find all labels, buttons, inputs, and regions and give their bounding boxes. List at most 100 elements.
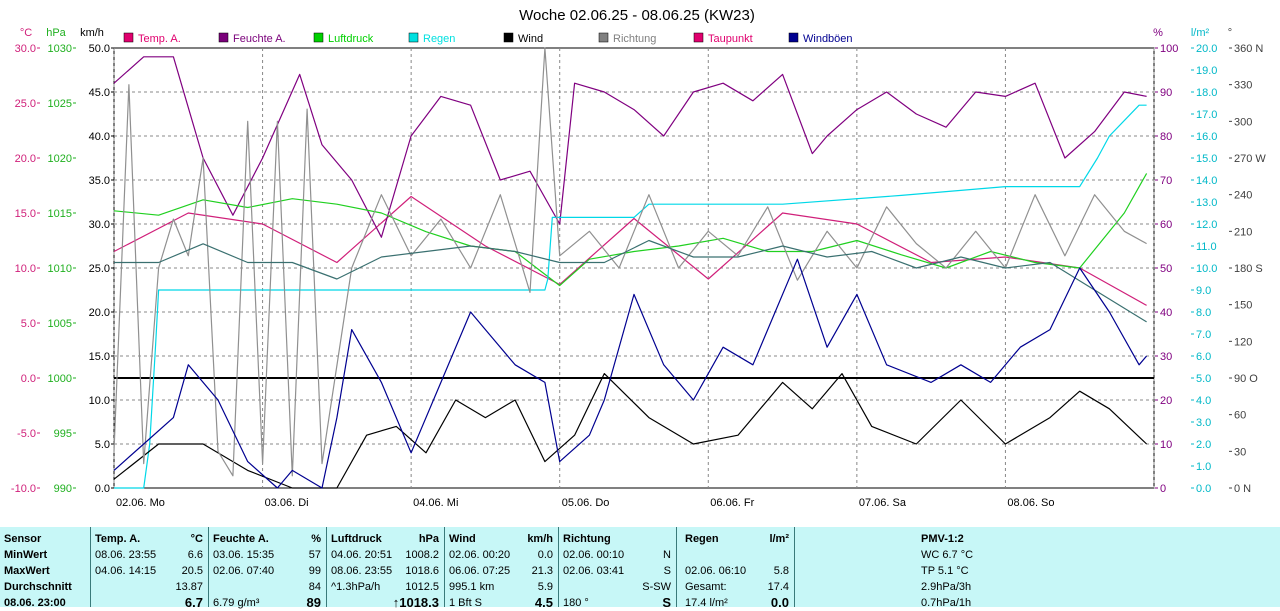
legend-swatch: [693, 32, 704, 43]
series-windböen-line: [113, 258, 1148, 489]
rain-tick-label: 20.0: [1196, 43, 1217, 55]
series-feuchte-a-line: [113, 56, 1147, 238]
wind-tick-label: 15.0: [89, 351, 110, 363]
stats-value: 1008.2: [405, 549, 439, 561]
rain-tick-label: 6.0: [1196, 351, 1211, 363]
series-luftdruck-line: [113, 173, 1148, 287]
stats-value: 0.0: [537, 549, 553, 561]
direction-tick-label: 180 S: [1234, 263, 1263, 275]
stats-value: 1012.5: [405, 581, 439, 593]
stats-header: Luftdruck: [331, 533, 382, 545]
rain-tick-label: 0.0: [1196, 483, 1211, 495]
stats-unit: %: [311, 533, 321, 545]
stats-column-humidity: Feuchte A.% 03.06. 15:35 57 02.06. 07:40 9…: [208, 527, 325, 610]
legend-label: Luftdruck: [328, 33, 374, 45]
rain-tick-label: 9.0: [1196, 285, 1211, 297]
stats-value: S: [662, 595, 671, 610]
humidity-tick-label: 20: [1160, 395, 1172, 407]
rain-tick-label: 4.0: [1196, 395, 1211, 407]
stats-time: 02.06. 03:41: [563, 565, 625, 577]
stats-column-rain: Regen l/m² 02.06. 06:10 5.8 Gesamt: 17.4 17…: [676, 527, 793, 610]
direction-tick-label: 330: [1234, 80, 1252, 92]
direction-tick-label: 30: [1234, 446, 1246, 458]
axis-unit-headers: °C hPa km/h% l/m² °: [20, 27, 1232, 39]
rain-tick-label: 13.0: [1196, 197, 1217, 209]
stats-time: 02.06. 00:10: [563, 549, 625, 561]
stats-time: 02.06. 07:40: [213, 565, 275, 577]
stats-value: 89: [306, 595, 321, 610]
x-tick-label: 07.06. Sa: [859, 497, 907, 509]
stats-row-label: MaxWert: [4, 565, 50, 577]
legend-label: Windböen: [803, 33, 853, 45]
temp-tick-label: 5.0: [21, 318, 36, 330]
pressure-tick-label: 1000: [48, 373, 72, 385]
x-tick-label: 08.06. So: [1007, 497, 1054, 509]
direction-tick-label: 60: [1234, 410, 1246, 422]
temp-tick-label: 15.0: [15, 208, 36, 220]
stats-column-pressure: Luftdruck hPa 04.06. 20:51 1008.2 08.06. 2…: [326, 527, 443, 610]
stats-value: 4.5: [534, 595, 553, 610]
legend-swatch: [788, 32, 799, 43]
rain-tick-label: 7.0: [1196, 329, 1211, 341]
rain-tick-label: 5.0: [1196, 373, 1211, 385]
chart-title: Woche 02.06.25 - 08.06.25 (KW23): [519, 7, 755, 24]
pressure-tick-label: 995: [54, 428, 72, 440]
humidity-tick-label: 100: [1160, 43, 1178, 55]
stats-column-direction: Richtung 02.06. 00:10 N 02.06. 03:41 S S-S…: [558, 527, 675, 610]
stats-value: 20.5: [181, 565, 203, 577]
temp-unit-label: °C: [20, 27, 32, 39]
stats-value: 0.7hPa/1h: [921, 597, 972, 609]
legend: Temp. A. Feuchte A. Luftdruck Regen Wind Rich…: [123, 32, 853, 45]
legend-swatch: [313, 32, 324, 43]
legend-swatch: [408, 32, 419, 43]
stats-value: TP 5.1 °C: [921, 565, 969, 577]
pressure-tick-label: 1005: [48, 318, 72, 330]
stats-row-label: 08.06. 23:00: [4, 597, 66, 609]
temp-tick-label: 25.0: [15, 98, 36, 110]
temp-tick-label: -10.0: [11, 483, 36, 495]
series-taupunkt-line: [114, 239, 1147, 323]
stats-time: 06.06. 07:25: [449, 565, 511, 577]
temp-tick-label: 30.0: [15, 43, 36, 55]
wind-tick-label: 40.0: [89, 131, 110, 143]
direction-tick-label: 240: [1234, 190, 1252, 202]
legend-label: Wind: [518, 33, 543, 45]
pressure-unit-label: hPa: [46, 27, 66, 39]
rain-tick-label: 19.0: [1196, 65, 1217, 77]
stats-value: 84: [308, 581, 321, 593]
statistics-panel: Sensor MinWert MaxWert Durchschnitt 08.0…: [0, 527, 1280, 610]
stats-column-sensor: Sensor MinWert MaxWert Durchschnitt 08.0…: [0, 527, 88, 609]
stats-value: 6.6: [187, 549, 203, 561]
stats-value: 2.9hPa/3h: [921, 581, 972, 593]
rain-tick-label: 1.0: [1196, 461, 1211, 473]
stats-column-pmv: PMV-1:2 WC 6.7 °C TP 5.1 °C 2.9hPa/3h 0.…: [794, 527, 1280, 609]
legend-label: Regen: [423, 33, 455, 45]
pressure-tick-label: 1015: [48, 208, 72, 220]
pressure-tick-label: 1025: [48, 98, 72, 110]
stats-value: 5.9: [537, 581, 553, 593]
wind-tick-label: 0.0: [95, 483, 110, 495]
humidity-tick-label: 50: [1160, 263, 1172, 275]
stats-time: 02.06. 06:10: [685, 565, 747, 577]
stats-row-label: MinWert: [4, 549, 48, 561]
temp-tick-label: -5.0: [17, 428, 36, 440]
stats-time: 02.06. 00:20: [449, 549, 511, 561]
temp-tick-label: 10.0: [15, 263, 36, 275]
stats-time: 04.06. 20:51: [331, 549, 393, 561]
wind-tick-label: 45.0: [89, 87, 110, 99]
stats-time: 03.06. 15:35: [213, 549, 275, 561]
stats-value: 21.3: [531, 565, 553, 577]
rain-tick-label: 17.0: [1196, 109, 1217, 121]
stats-value: 99: [308, 565, 321, 577]
stats-value: S: [663, 565, 671, 577]
x-axis-labels: 02.06. Mo 03.06. Di 04.06. Mi 05.06. Do 06.0…: [116, 497, 1055, 509]
humidity-unit-label: %: [1153, 27, 1163, 39]
pressure-tick-label: 1020: [48, 153, 72, 165]
legend-swatch: [503, 32, 514, 43]
x-tick-label: 02.06. Mo: [116, 497, 165, 509]
direction-unit-label: °: [1228, 27, 1232, 39]
wind-tick-label: 5.0: [95, 439, 110, 451]
stats-value: 13.87: [175, 581, 203, 593]
humidity-tick-label: 60: [1160, 219, 1172, 231]
stats-value: S-SW: [642, 581, 671, 593]
